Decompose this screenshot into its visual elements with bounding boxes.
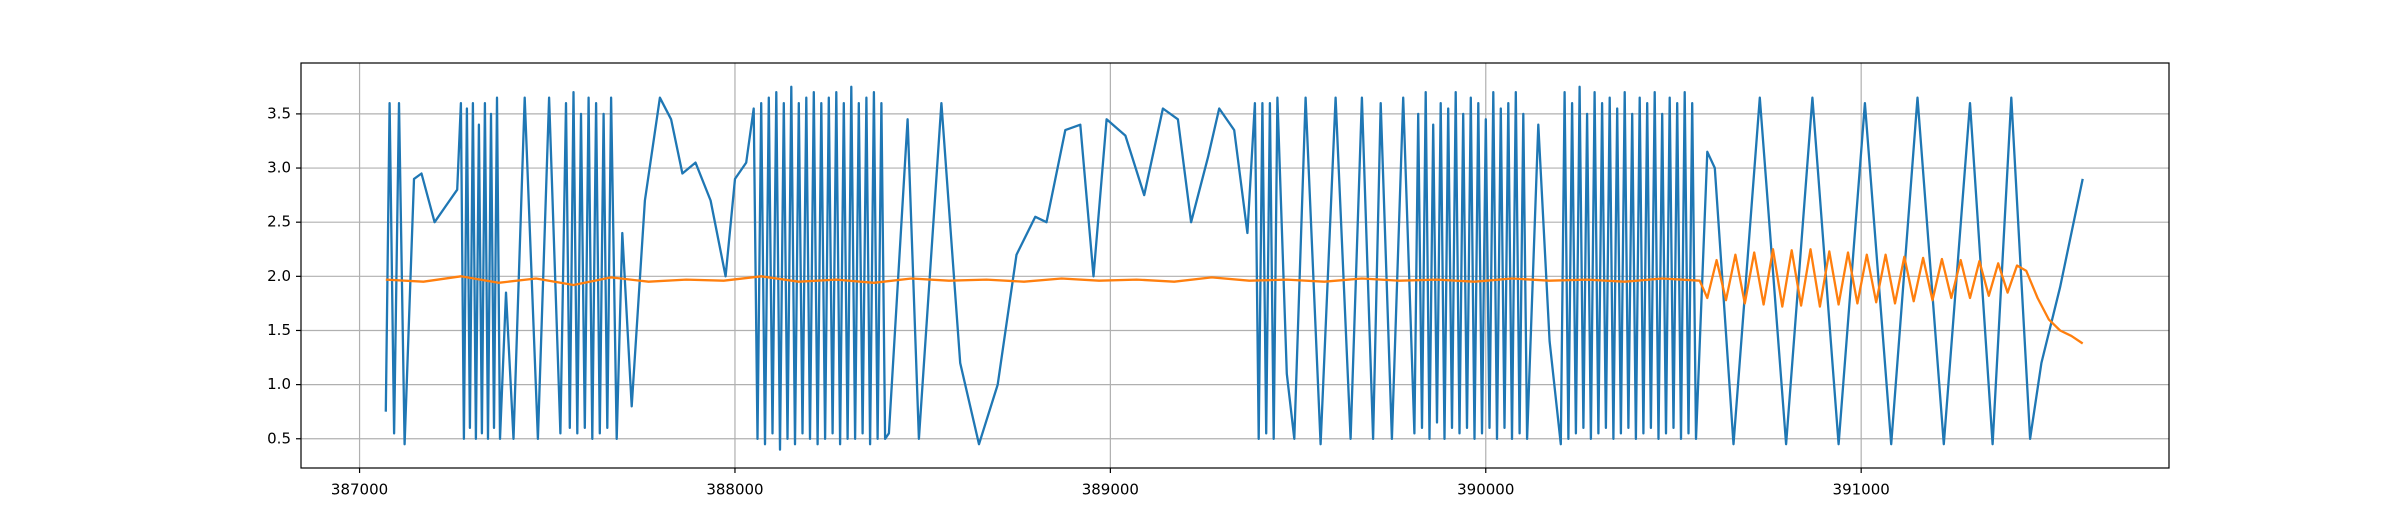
x-tick-label: 390000 <box>1457 481 1514 499</box>
plot-frame <box>300 62 2170 469</box>
data-line <box>384 85 2084 451</box>
x-tick-label: 387000 <box>331 481 388 499</box>
y-tick-label: 1.5 <box>267 321 291 339</box>
x-tick-label: 388000 <box>706 481 763 499</box>
data-line <box>385 248 2084 345</box>
y-tick-label: 3.0 <box>267 159 291 177</box>
y-tick-label: 3.5 <box>267 104 291 122</box>
y-tick-label: 1.0 <box>267 375 291 393</box>
x-tick-label: 391000 <box>1833 481 1890 499</box>
y-tick-label: 2.0 <box>267 267 291 285</box>
y-tick-label: 2.5 <box>267 213 291 231</box>
y-tick-label: 0.5 <box>267 429 291 447</box>
x-tick-label: 389000 <box>1082 481 1139 499</box>
